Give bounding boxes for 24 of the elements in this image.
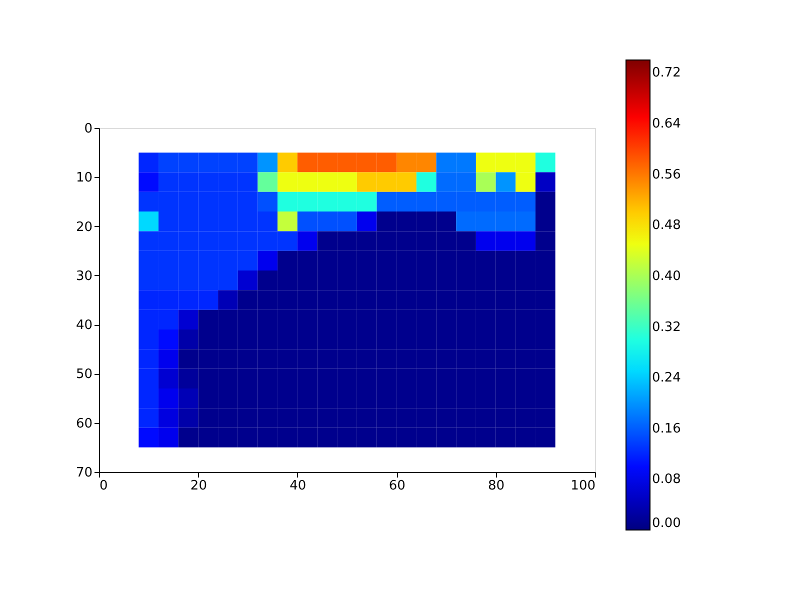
color-bar-label: 0.72 — [652, 66, 681, 81]
x-tick-label: 60 — [388, 478, 406, 494]
y-tick-label: 70 — [76, 466, 92, 480]
color-bar-label: 0.24 — [652, 370, 681, 386]
y-tick-label: 20 — [76, 220, 92, 235]
y-tick-label: 60 — [76, 416, 92, 432]
color-bar-label: 0.40 — [652, 268, 681, 284]
color-bar-label: 0.08 — [652, 472, 681, 488]
x-tick-label: 40 — [290, 478, 306, 494]
y-tick-label: 50 — [76, 367, 92, 382]
color-bar-label: 0.00 — [652, 516, 681, 531]
color-bar-label: 0.64 — [652, 116, 681, 132]
y-tick-label: 10 — [76, 170, 92, 186]
x-tick-label: 100 — [570, 478, 596, 494]
x-tick-label: 20 — [190, 478, 207, 494]
y-tick-label: 0 — [84, 122, 92, 136]
y-tick-label: 40 — [76, 318, 92, 334]
color-bar-label: 0.56 — [652, 167, 681, 182]
x-tick-label: 80 — [488, 478, 505, 494]
color-bar-label: 0.16 — [652, 421, 681, 436]
color-bar-label: 0.48 — [652, 218, 681, 234]
color-bar-label: 0.32 — [652, 320, 681, 335]
y-tick-label: 30 — [76, 268, 92, 284]
x-tick-label: 0 — [100, 478, 108, 494]
